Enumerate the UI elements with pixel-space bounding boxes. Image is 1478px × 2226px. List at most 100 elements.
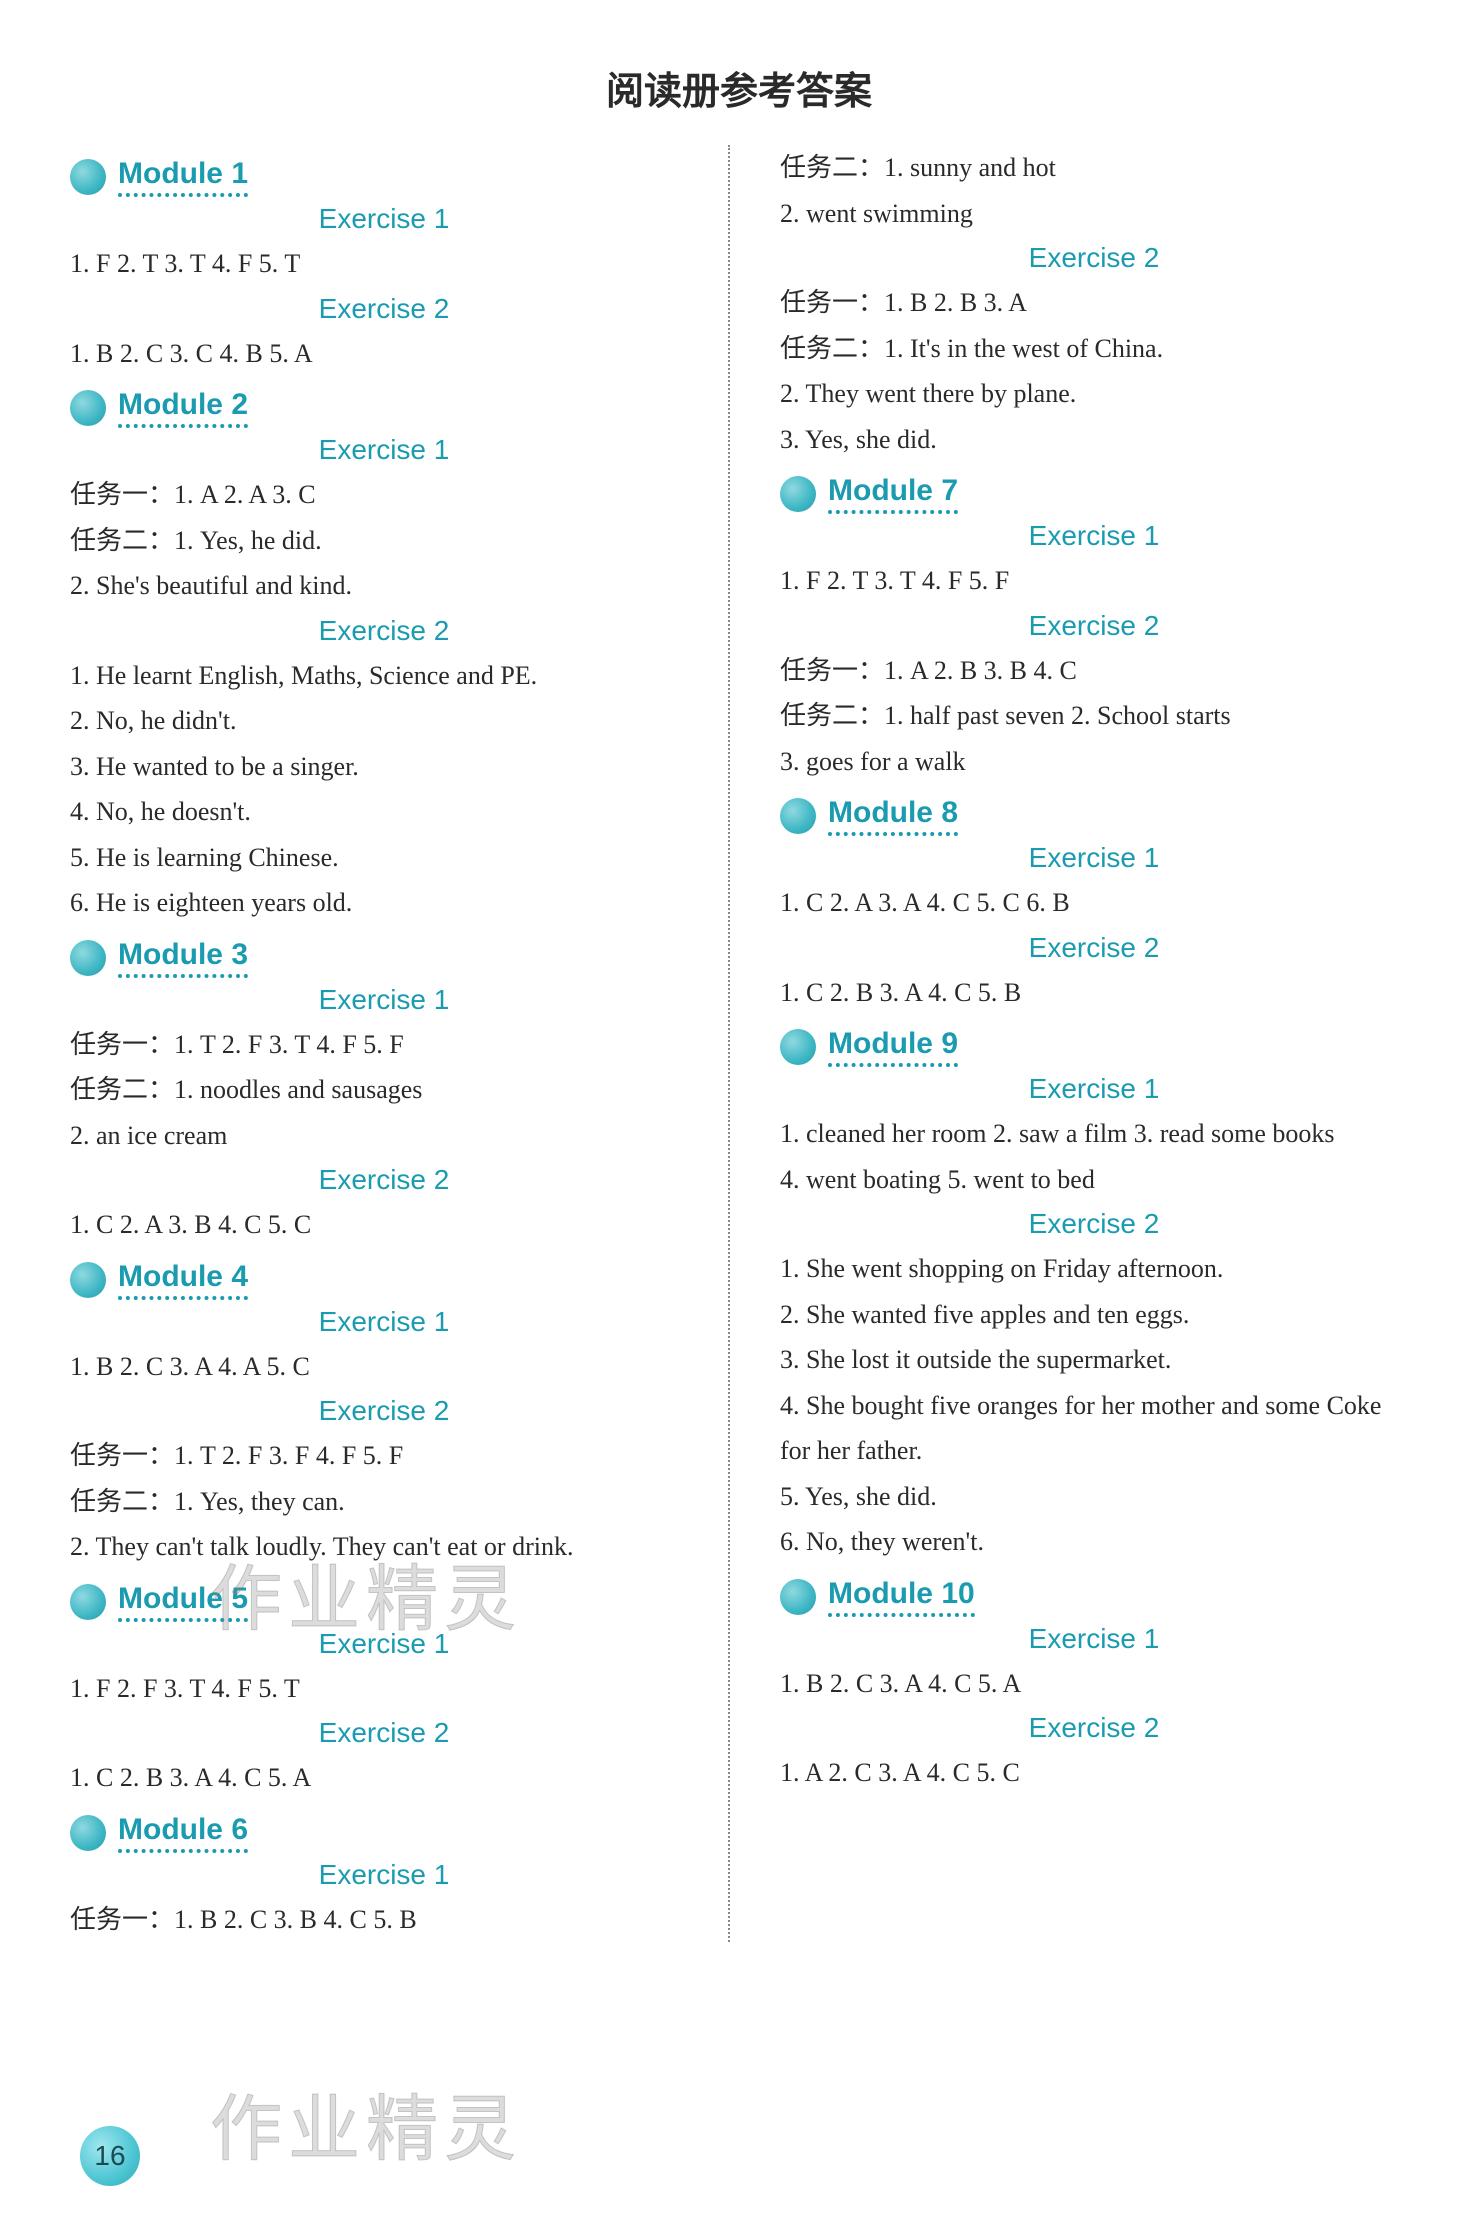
answer-line: 4. No, he doesn't. bbox=[70, 789, 698, 835]
answer-line: 1. She went shopping on Friday afternoon… bbox=[780, 1246, 1408, 1292]
answer-line: 6. He is eighteen years old. bbox=[70, 880, 698, 926]
answer-line: 1. C 2. A 3. A 4. C 5. C 6. B bbox=[780, 880, 1408, 926]
exercise-title: Exercise 1 bbox=[780, 1073, 1408, 1105]
module-header: Module 2 bbox=[70, 388, 698, 428]
exercise-title: Exercise 2 bbox=[70, 1395, 698, 1427]
answer-line: 3. He wanted to be a singer. bbox=[70, 744, 698, 790]
bullet-icon bbox=[780, 798, 816, 834]
answer-line: 任务一：1. B 2. C 3. B 4. C 5. B bbox=[70, 1897, 698, 1943]
content-columns: Module 1 Exercise 1 1. F 2. T 3. T 4. F 5.… bbox=[70, 145, 1408, 1942]
bullet-icon bbox=[780, 1579, 816, 1615]
answer-line: for her father. bbox=[780, 1428, 1408, 1474]
answer-line: 4. went boating 5. went to bed bbox=[780, 1157, 1408, 1203]
module-title: Module 7 bbox=[828, 474, 958, 514]
answer-line: 1. He learnt English, Maths, Science and… bbox=[70, 653, 698, 699]
exercise-title: Exercise 2 bbox=[780, 242, 1408, 274]
module-header: Module 6 bbox=[70, 1813, 698, 1853]
answer-line: 任务一：1. A 2. A 3. C bbox=[70, 472, 698, 518]
answer-line: 2. They went there by plane. bbox=[780, 371, 1408, 417]
answer-line: 任务二：1. half past seven 2. School starts bbox=[780, 693, 1408, 739]
answer-line: 1. B 2. C 3. A 4. A 5. C bbox=[70, 1344, 698, 1390]
module-title: Module 6 bbox=[118, 1813, 248, 1853]
exercise-title: Exercise 2 bbox=[70, 1164, 698, 1196]
answer-line: 任务二：1. It's in the west of China. bbox=[780, 326, 1408, 372]
left-column: Module 1 Exercise 1 1. F 2. T 3. T 4. F 5.… bbox=[70, 145, 730, 1942]
exercise-title: Exercise 1 bbox=[70, 1306, 698, 1338]
module-title: Module 10 bbox=[828, 1577, 975, 1617]
watermark-text: 作业精灵 bbox=[210, 2070, 522, 2175]
module-header: Module 8 bbox=[780, 796, 1408, 836]
module-title: Module 4 bbox=[118, 1260, 248, 1300]
page-number: 16 bbox=[80, 2126, 140, 2186]
module-header: Module 10 bbox=[780, 1577, 1408, 1617]
answer-line: 1. C 2. B 3. A 4. C 5. B bbox=[780, 970, 1408, 1016]
answer-line: 2. went swimming bbox=[780, 191, 1408, 237]
module-header: Module 3 bbox=[70, 938, 698, 978]
answer-line: 6. No, they weren't. bbox=[780, 1519, 1408, 1565]
answer-line: 任务二：1. Yes, he did. bbox=[70, 518, 698, 564]
right-column: 任务二：1. sunny and hot2. went swimming Exer… bbox=[770, 145, 1408, 1942]
answer-line: 任务二：1. Yes, they can. bbox=[70, 1479, 698, 1525]
answer-line: 任务二：1. sunny and hot bbox=[780, 145, 1408, 191]
answer-line: 1. F 2. F 3. T 4. F 5. T bbox=[70, 1666, 698, 1712]
page-title: 阅读册参考答案 bbox=[70, 60, 1408, 115]
module-header: Module 5 bbox=[70, 1582, 698, 1622]
answer-line: 2. No, he didn't. bbox=[70, 698, 698, 744]
answer-line: 3. goes for a walk bbox=[780, 739, 1408, 785]
exercise-title: Exercise 2 bbox=[780, 932, 1408, 964]
bullet-icon bbox=[70, 159, 106, 195]
exercise-title: Exercise 1 bbox=[70, 434, 698, 466]
answer-line: 3. She lost it outside the supermarket. bbox=[780, 1337, 1408, 1383]
answer-line: 1. A 2. C 3. A 4. C 5. C bbox=[780, 1750, 1408, 1796]
answer-line: 2. They can't talk loudly. They can't ea… bbox=[70, 1524, 698, 1570]
answer-line: 1. F 2. T 3. T 4. F 5. F bbox=[780, 558, 1408, 604]
answer-line: 1. B 2. C 3. C 4. B 5. A bbox=[70, 331, 698, 377]
module-title: Module 5 bbox=[118, 1582, 248, 1622]
exercise-title: Exercise 2 bbox=[70, 1717, 698, 1749]
answer-line: 1. cleaned her room 2. saw a film 3. rea… bbox=[780, 1111, 1408, 1157]
answer-line: 任务一：1. A 2. B 3. B 4. C bbox=[780, 648, 1408, 694]
answer-line: 2. She wanted five apples and ten eggs. bbox=[780, 1292, 1408, 1338]
answer-line: 1. C 2. A 3. B 4. C 5. C bbox=[70, 1202, 698, 1248]
exercise-title: Exercise 1 bbox=[780, 1623, 1408, 1655]
exercise-title: Exercise 2 bbox=[780, 1712, 1408, 1744]
answer-line: 3. Yes, she did. bbox=[780, 417, 1408, 463]
module-title: Module 3 bbox=[118, 938, 248, 978]
module-title: Module 9 bbox=[828, 1027, 958, 1067]
module-title: Module 2 bbox=[118, 388, 248, 428]
bullet-icon bbox=[70, 940, 106, 976]
exercise-title: Exercise 1 bbox=[70, 203, 698, 235]
bullet-icon bbox=[70, 1262, 106, 1298]
module-header: Module 7 bbox=[780, 474, 1408, 514]
answer-line: 任务一：1. T 2. F 3. F 4. F 5. F bbox=[70, 1433, 698, 1479]
exercise-title: Exercise 1 bbox=[70, 1628, 698, 1660]
module-title: Module 8 bbox=[828, 796, 958, 836]
exercise-title: Exercise 2 bbox=[780, 610, 1408, 642]
exercise-title: Exercise 1 bbox=[70, 984, 698, 1016]
exercise-title: Exercise 2 bbox=[70, 293, 698, 325]
bullet-icon bbox=[70, 1815, 106, 1851]
answer-line: 任务一：1. T 2. F 3. T 4. F 5. F bbox=[70, 1022, 698, 1068]
module-header: Module 4 bbox=[70, 1260, 698, 1300]
answer-line: 4. She bought five oranges for her mothe… bbox=[780, 1383, 1408, 1429]
answer-line: 5. He is learning Chinese. bbox=[70, 835, 698, 881]
bullet-icon bbox=[780, 1029, 816, 1065]
exercise-title: Exercise 1 bbox=[70, 1859, 698, 1891]
answer-line: 5. Yes, she did. bbox=[780, 1474, 1408, 1520]
answer-line: 任务二：1. noodles and sausages bbox=[70, 1067, 698, 1113]
bullet-icon bbox=[70, 1584, 106, 1620]
module-title: Module 1 bbox=[118, 157, 248, 197]
bullet-icon bbox=[70, 390, 106, 426]
bullet-icon bbox=[780, 476, 816, 512]
answer-line: 2. an ice cream bbox=[70, 1113, 698, 1159]
exercise-title: Exercise 2 bbox=[70, 615, 698, 647]
exercise-title: Exercise 1 bbox=[780, 520, 1408, 552]
module-header: Module 9 bbox=[780, 1027, 1408, 1067]
answer-line: 1. C 2. B 3. A 4. C 5. A bbox=[70, 1755, 698, 1801]
answer-line: 任务一：1. B 2. B 3. A bbox=[780, 280, 1408, 326]
answer-line: 1. F 2. T 3. T 4. F 5. T bbox=[70, 241, 698, 287]
module-header: Module 1 bbox=[70, 157, 698, 197]
exercise-title: Exercise 2 bbox=[780, 1208, 1408, 1240]
answer-line: 1. B 2. C 3. A 4. C 5. A bbox=[780, 1661, 1408, 1707]
exercise-title: Exercise 1 bbox=[780, 842, 1408, 874]
